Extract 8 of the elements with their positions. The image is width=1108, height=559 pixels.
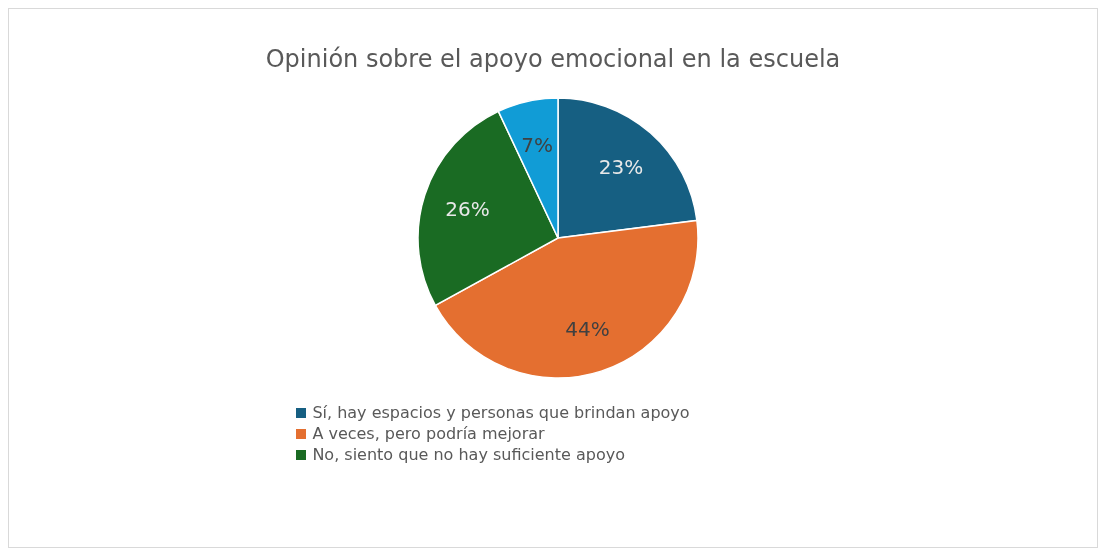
legend-label: Sí, hay espacios y personas que brindan apoyo [312,403,690,422]
legend-label: No, siento que no hay suficiente apoyo [312,445,625,464]
data-label: 26% [445,196,490,221]
legend-label: A veces, pero podría mejorar [312,424,545,443]
data-label: 23% [598,154,644,179]
data-label: 7% [521,133,554,158]
chart-title: Opinión sobre el apoyo emocional en la escuela [265,45,841,73]
data-label: 44% [565,316,610,341]
